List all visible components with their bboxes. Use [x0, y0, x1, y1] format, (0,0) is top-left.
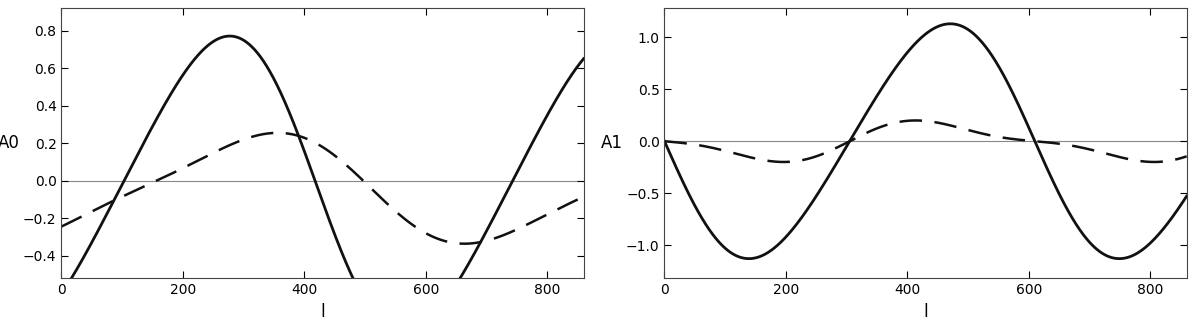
Text: A1: A1	[601, 134, 624, 152]
Text: A0: A0	[0, 134, 20, 152]
X-axis label: l: l	[320, 303, 325, 321]
X-axis label: l: l	[924, 303, 927, 321]
